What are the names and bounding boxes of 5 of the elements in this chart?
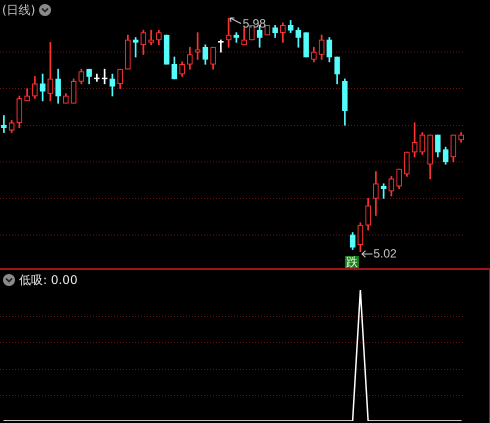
annotation: 5.02 (373, 246, 398, 260)
text: 跌 (345, 255, 359, 269)
chart-title: 低吸: 0.00 (19, 273, 78, 287)
chart-title: (日线) (2, 3, 36, 17)
annotation: 5.98 (242, 16, 266, 30)
